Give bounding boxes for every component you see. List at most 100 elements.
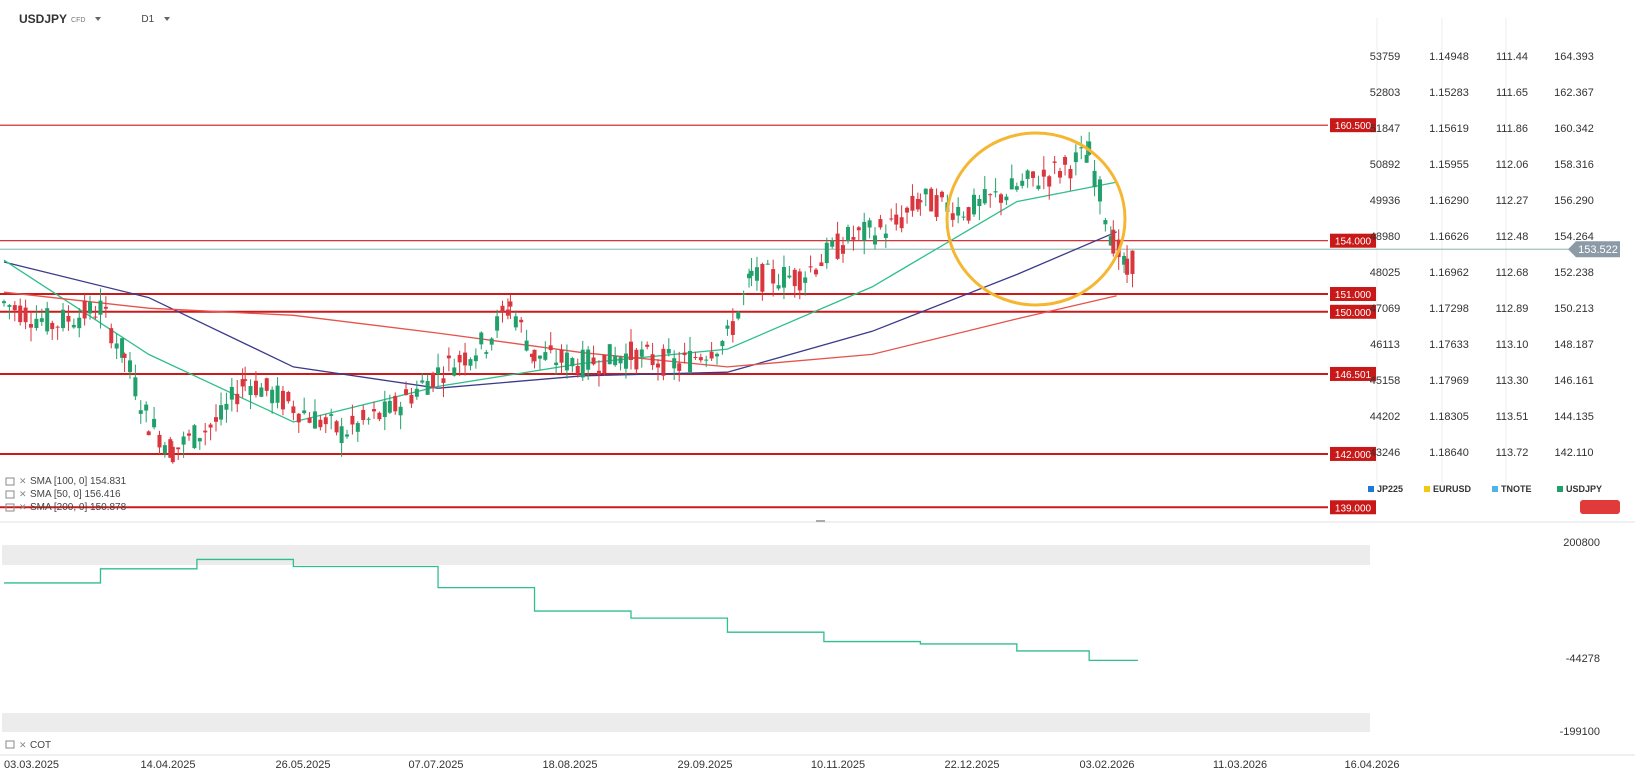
candle-body (138, 410, 143, 414)
candle-body (366, 418, 371, 420)
candle-body (484, 352, 489, 354)
y-axis-label-tnote: 111.65 (1496, 87, 1528, 99)
candle-body (307, 417, 312, 423)
candle-body (468, 359, 473, 366)
indicator-settings-icon[interactable] (5, 503, 15, 512)
level-label-box (1330, 233, 1376, 248)
candle-body (441, 378, 446, 383)
candle-body (1004, 196, 1009, 201)
candle-body (934, 195, 939, 217)
symbol-label: USDJPY (19, 12, 68, 26)
candle-body (414, 388, 419, 397)
candle-body (168, 439, 173, 458)
candle-body (1073, 152, 1078, 163)
alert-button[interactable] (1580, 500, 1620, 514)
cot-line[interactable] (4, 558, 1139, 661)
candle-body (77, 317, 82, 329)
candle-body (500, 305, 505, 313)
candle-body (372, 409, 377, 412)
candle-body (688, 350, 693, 373)
candle-body (457, 354, 462, 363)
y-axis-label-usdjpy: 148.187 (1554, 339, 1594, 351)
current-price-tag (1568, 241, 1620, 258)
candle-body (988, 194, 993, 196)
y-axis-label-jp225: 45158 (1370, 375, 1401, 387)
candle-body (109, 328, 114, 344)
candle-body (851, 237, 856, 240)
candle-body (929, 188, 934, 212)
candle-body (961, 216, 966, 218)
level-label: 139.000 (1335, 503, 1372, 514)
candle-body (93, 316, 98, 318)
candle-body (725, 325, 730, 329)
candle-body (1047, 176, 1052, 187)
candle-body (982, 189, 987, 204)
indicator-remove-icon[interactable]: ✕ (19, 489, 27, 499)
indicator-label: SMA [200, 0] 150.878 (30, 502, 127, 513)
candle-body (797, 271, 802, 291)
candle-body (682, 352, 687, 356)
candle-body (146, 431, 151, 436)
y-axis-label-usdjpy: 162.367 (1554, 87, 1594, 99)
candle-body (243, 379, 248, 381)
timeframe-dropdown-icon[interactable] (164, 17, 171, 21)
candle-body (618, 357, 623, 364)
candle-body (187, 433, 192, 436)
candle-body (270, 389, 275, 404)
legend-label[interactable]: JP225 (1377, 484, 1403, 494)
candle-body (66, 315, 71, 322)
y-axis-label-jp225: 50892 (1370, 159, 1401, 171)
candle-body (564, 352, 569, 371)
y-axis-label-usdjpy: 146.161 (1554, 375, 1594, 387)
indicator-remove-icon[interactable]: ✕ (19, 476, 27, 486)
candle-body (596, 370, 601, 375)
timeframe-selector[interactable]: D1 (141, 13, 155, 25)
level-label: 146.501 (1335, 370, 1372, 381)
y-axis-label-eurusd: 1.17298 (1429, 303, 1469, 315)
candle-body (296, 413, 301, 423)
y-axis-label-tnote: 111.86 (1496, 123, 1528, 135)
legend-label[interactable]: EURUSD (1433, 484, 1472, 494)
candle-body (329, 414, 334, 416)
indicator-remove-icon[interactable]: ✕ (19, 502, 27, 512)
y-axis-label-tnote: 113.51 (1496, 411, 1529, 423)
candle-body (532, 349, 537, 362)
candle-body (1111, 229, 1116, 254)
candle-body (479, 332, 484, 345)
legend-swatch (1368, 486, 1374, 492)
cot-axis-label: -199100 (1560, 726, 1600, 738)
y-axis-label-eurusd: 1.15955 (1429, 159, 1469, 171)
indicator-settings-icon[interactable] (5, 477, 15, 486)
candle-body (645, 344, 650, 347)
candle-body (253, 380, 258, 396)
candle-body (275, 385, 280, 403)
candle-body (50, 322, 55, 330)
legend-label[interactable]: TNOTE (1501, 484, 1532, 494)
indicator-settings-icon[interactable] (5, 490, 15, 499)
legend-label[interactable]: USDJPY (1566, 484, 1602, 494)
candle-body (259, 387, 264, 397)
candle-body (127, 360, 132, 373)
candle-body (956, 206, 961, 216)
candle-body (1092, 170, 1097, 188)
candle-body (677, 363, 682, 371)
candle-body (436, 367, 441, 375)
cot-settings-icon[interactable] (5, 740, 15, 749)
candle-body (350, 415, 355, 425)
level-label: 160.500 (1335, 121, 1372, 132)
candle-body (543, 352, 548, 360)
sma-line-50[interactable] (3, 181, 1117, 423)
y-axis-label-tnote: 113.30 (1496, 375, 1529, 387)
candle-body (894, 214, 899, 225)
candle-body (157, 434, 162, 448)
cot-remove-icon[interactable]: ✕ (19, 740, 27, 750)
panel-resize-handle[interactable] (816, 520, 825, 522)
y-axis-label-usdjpy: 150.213 (1554, 303, 1594, 315)
symbol-dropdown-icon[interactable] (95, 17, 102, 21)
cot-axis-label: 200800 (1563, 537, 1600, 549)
level-label-box (1330, 446, 1376, 461)
candle-body (45, 308, 50, 332)
candle-body (393, 395, 398, 412)
candle-body (867, 220, 872, 228)
